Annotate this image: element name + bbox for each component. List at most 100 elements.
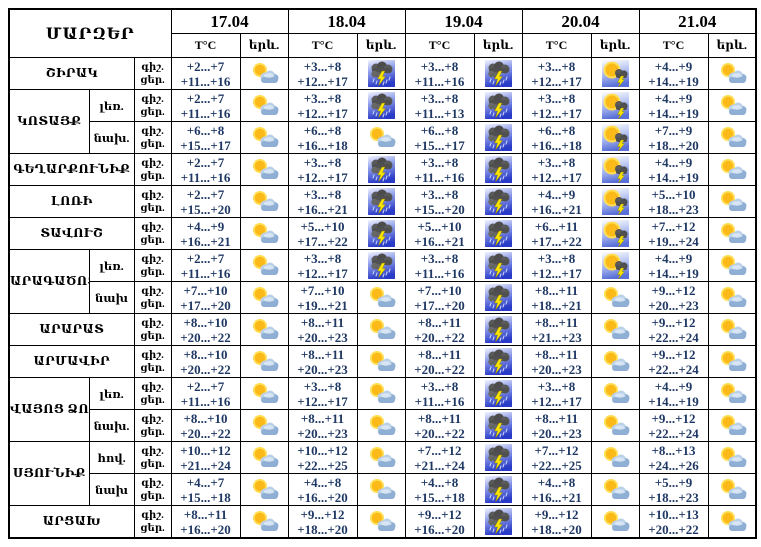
night-temperature: +4...+9 (654, 58, 693, 74)
temperature-cell: +4...+7 +15...+18 (170, 473, 241, 506)
day-temperature: +20...+22 (414, 329, 465, 345)
weather-icon-cell (356, 345, 406, 378)
day-temperature: +24...+26 (648, 457, 699, 473)
sun-behind-cloud-icon (370, 319, 396, 339)
sun-behind-cloud-icon (604, 415, 630, 435)
region-name: ԱՐԱԳԱԾՈՏՆ (8, 249, 90, 314)
temperature-cell: +3...+8 +12...+17 (521, 89, 592, 122)
day-label: ցեր. (140, 330, 165, 342)
weather-icon-cell (590, 409, 640, 442)
day-temperature: +21...+23 (531, 329, 582, 345)
day-temperature: +15...+20 (414, 201, 465, 217)
temperature-cell: +6...+8 +16...+18 (521, 121, 592, 154)
sun-behind-cloud-icon (370, 351, 396, 371)
night-label: գիշ. (141, 445, 164, 457)
sun-behind-cloud-icon (253, 63, 279, 83)
day-temperature: +12...+17 (297, 265, 348, 281)
weather-icon-cell (239, 409, 289, 442)
day-label: ցեր. (140, 522, 165, 534)
sun-behind-cloud-icon (604, 447, 630, 467)
weather-icon-cell (239, 153, 289, 186)
weather-icon-cell (590, 441, 640, 474)
day-temperature: +11...+13 (414, 105, 465, 121)
temperature-cell: +8...+11 +20...+23 (521, 345, 592, 378)
temperature-cell: +8...+11 +20...+22 (404, 313, 475, 346)
night-temperature: +3...+8 (537, 154, 576, 170)
temperature-cell: +2...+7 +11...+16 (170, 57, 241, 90)
temperature-cell: +9...+12 +20...+23 (638, 281, 709, 314)
weather-icon-cell (356, 505, 406, 539)
table-row: ՍՅՈՒՆԻՔ հով. գիշ. ցեր. +10...+12 +21...+24 +1… (8, 441, 757, 506)
temperature-cell: +4...+9 +16...+21 (170, 217, 241, 250)
sun-behind-cloud-icon (604, 287, 630, 307)
night-temperature: +7...+10 (300, 282, 345, 298)
night-temperature: +9...+12 (651, 346, 696, 362)
night-temperature: +8...+11 (534, 282, 579, 298)
weather-icon-cell (356, 281, 406, 314)
day-temperature: +16...+21 (180, 233, 231, 249)
day-temperature: +11...+16 (414, 169, 465, 185)
temperature-cell: +4...+8 +16...+20 (287, 473, 358, 506)
weather-icon-cell (356, 57, 406, 90)
weather-icon-cell (473, 473, 523, 506)
night-label: գիշ. (141, 221, 164, 233)
weather-icon-cell (473, 409, 523, 442)
day-temperature: +15...+18 (180, 489, 231, 505)
night-temperature: +2...+7 (186, 186, 225, 202)
day-temperature: +20...+22 (414, 425, 465, 441)
subzone-label: լեռ. (88, 249, 135, 282)
day-temperature: +11...+16 (180, 265, 231, 281)
date-header: 17.04 (170, 8, 289, 34)
phenomenon-header: երև. (239, 33, 289, 58)
temperature-cell: +9...+12 +22...+24 (638, 345, 709, 378)
temperature-cell: +4...+8 +15...+18 (404, 473, 475, 506)
night-temperature: +10...+13 (648, 506, 699, 522)
sun-behind-cloud-icon (253, 351, 279, 371)
day-temperature: +20...+22 (180, 425, 231, 441)
night-temperature: +6...+8 (186, 122, 225, 138)
thunderstorm-rain-icon (484, 380, 512, 407)
region-name: ԱՐՑԱԽ (8, 505, 135, 539)
sun-with-thunderstorm-icon (601, 124, 629, 151)
sun-behind-cloud-icon (370, 383, 396, 403)
day-temperature: +12...+17 (297, 105, 348, 121)
night-temperature: +4...+8 (303, 474, 342, 490)
day-temperature: +19...+21 (297, 297, 348, 313)
night-temperature: +8...+10 (183, 314, 228, 330)
night-temperature: +9...+12 (300, 506, 345, 522)
weather-icon-cell (239, 441, 289, 474)
night-label: գիշ. (141, 285, 164, 297)
night-temperature: +4...+9 (186, 218, 225, 234)
thunderstorm-rain-icon (484, 284, 512, 311)
subzone-label: լեռ. (88, 377, 135, 410)
weather-icon-cell (707, 377, 757, 410)
weather-icon-cell (707, 89, 757, 122)
weather-icon-cell (239, 345, 289, 378)
day-temperature: +16...+21 (531, 489, 582, 505)
table-body: ՇԻՐԱԿ գիշ. ցեր. +2...+7 +11...+16 +3...+8 +12… (8, 57, 757, 539)
night-temperature: +6...+8 (537, 122, 576, 138)
weather-icon-cell (707, 505, 757, 539)
phenomenon-header: երև. (356, 33, 406, 58)
day-label: ցեր. (140, 74, 165, 86)
temperature-cell: +4...+9 +14...+19 (638, 89, 709, 122)
table-header: ՄԱՐԶԵՐ 17.04 18.04 19.04 20.04 21.04 T°C երև. T°… (8, 8, 757, 58)
temperature-cell: +8...+10 +20...+22 (170, 345, 241, 378)
day-temperature: +12...+17 (531, 105, 582, 121)
night-label: գիշ. (141, 381, 164, 393)
day-temperature: +15...+18 (414, 489, 465, 505)
day-label: ցեր. (140, 426, 165, 438)
weather-icon-cell (239, 313, 289, 346)
day-temperature: +18...+20 (297, 521, 348, 537)
weather-icon-cell (707, 217, 757, 250)
temperature-header: T°C (521, 33, 592, 58)
subzone-label: նախ. (88, 121, 135, 154)
sun-behind-cloud-icon (720, 383, 747, 403)
sun-behind-cloud-icon (253, 159, 279, 179)
day-temperature: +19...+24 (648, 233, 699, 249)
weather-icon-cell (356, 249, 406, 282)
temperature-cell: +4...+9 +14...+19 (638, 249, 709, 282)
weather-icon-cell (707, 409, 757, 442)
day-temperature: +16...+18 (297, 137, 348, 153)
day-temperature: +20...+23 (297, 425, 348, 441)
